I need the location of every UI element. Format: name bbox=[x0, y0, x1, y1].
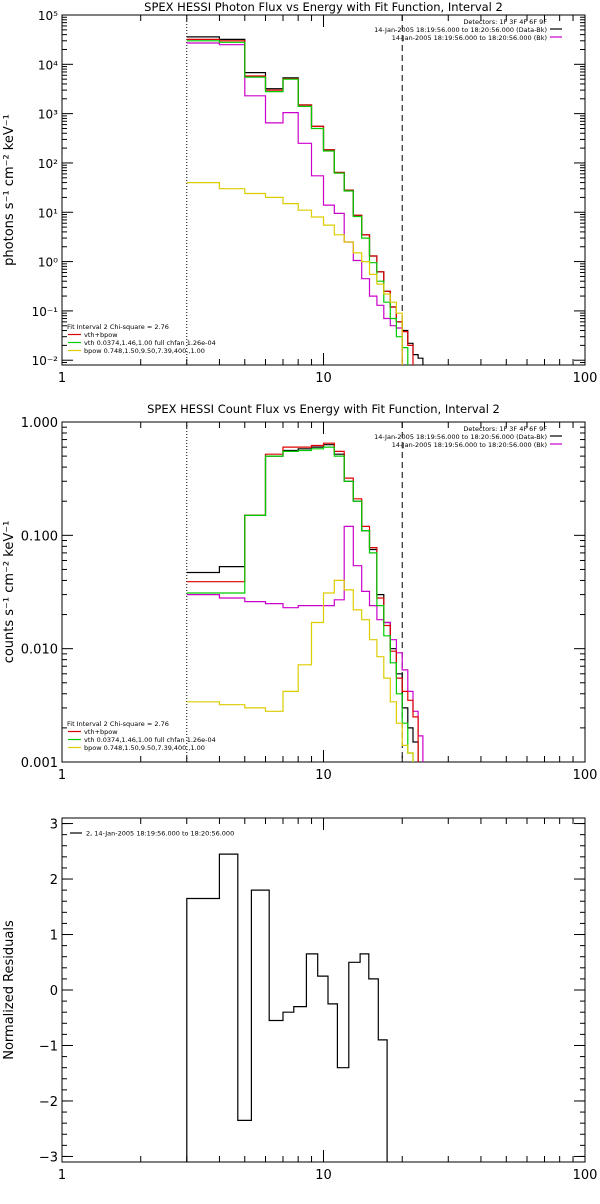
series-bpow bbox=[186, 182, 403, 365]
y-tick-label: 3 bbox=[50, 818, 58, 833]
fit-line: bpow 0.748,1.50,9.50,7.39,400.,1.00 bbox=[84, 347, 205, 355]
y-tick-label: −1 bbox=[39, 1039, 58, 1054]
y-tick-label: 10⁰ bbox=[38, 256, 58, 270]
x-tick-label: 100 bbox=[573, 768, 598, 783]
y-tick-label: 10⁵ bbox=[38, 9, 58, 23]
y-axis-title: photons s⁻¹ cm⁻² keV⁻¹ bbox=[2, 114, 17, 266]
x-tick-label: 1 bbox=[58, 768, 66, 783]
y-tick-label: −2 bbox=[39, 1095, 58, 1110]
legend-label: 2, 14-Jan-2005 18:19:56.000 to 18:20:56.… bbox=[86, 830, 234, 838]
y-tick-label: 0.010 bbox=[21, 643, 58, 658]
header-line: Detectors: 1F 3F 4F 6F 9F bbox=[463, 425, 547, 433]
series-layer bbox=[186, 442, 424, 762]
series-vth bbox=[186, 40, 409, 365]
x-axis: 1 10 100 bbox=[58, 422, 598, 783]
x-axis: 1 10 100 bbox=[58, 15, 598, 386]
fit-line: vth+bpow bbox=[84, 728, 118, 736]
plot-frame bbox=[61, 421, 586, 763]
y-tick-label: 0 bbox=[50, 984, 58, 999]
fit-info: Fit Interval 2 Chi-square = 2.76vth+bpow… bbox=[67, 323, 216, 355]
header-line: Detectors: 1F 3F 4F 6F 9F bbox=[463, 18, 547, 26]
series-bpow bbox=[186, 579, 414, 762]
header-line: 14-Jan-2005 18:19:56.000 to 18:20:56.000… bbox=[392, 441, 547, 449]
y-tick-label: 10⁴ bbox=[38, 58, 58, 72]
x-tick-label: 1 bbox=[58, 371, 66, 386]
fit-line: Fit Interval 2 Chi-square = 2.76 bbox=[67, 720, 169, 728]
series-vth-bpow bbox=[186, 442, 419, 762]
y-axis: 0.001 0.010 0.100 1.000 bbox=[21, 416, 585, 771]
series-data-bk bbox=[186, 36, 424, 365]
y-axis: 10⁻² 10⁻¹ 10⁰ 10¹ 10² 10³ 10⁴ 10⁵ bbox=[32, 9, 585, 368]
x-tick-label: 1 bbox=[58, 1168, 66, 1183]
x-tick-label: 100 bbox=[573, 371, 598, 386]
fit-line: vth 0.0374,1.46,1.00 full chfan 1.26e-04 bbox=[84, 339, 216, 347]
y-tick-label: −3 bbox=[39, 1150, 58, 1165]
chart-title: SPEX HESSI Photon Flux vs Energy with Fi… bbox=[144, 0, 503, 14]
panel-1: SPEX HESSI Photon Flux vs Energy with Fi… bbox=[2, 0, 597, 386]
y-axis-title: Normalized Residuals bbox=[2, 920, 17, 1060]
panel-3: 1 10 100 −3 −2 −1 0 1 2 3 Normalized Residuals 2, 1… bbox=[2, 817, 598, 1183]
y-tick-label: 1 bbox=[50, 929, 58, 944]
x-tick-label: 10 bbox=[315, 768, 332, 783]
y-tick-label: 0.001 bbox=[21, 756, 58, 771]
y-tick-label: 0.100 bbox=[21, 529, 58, 544]
residual-legend: 2, 14-Jan-2005 18:19:56.000 to 18:20:56.… bbox=[70, 830, 234, 838]
series-vth-bpow bbox=[186, 38, 414, 365]
x-tick-label: 10 bbox=[315, 1168, 332, 1183]
y-tick-label: 10⁻¹ bbox=[32, 305, 59, 319]
y-axis: −3 −2 −1 0 1 2 3 bbox=[39, 818, 585, 1165]
y-tick-label: 1.000 bbox=[21, 416, 58, 431]
header-line: 14-Jan-2005 18:19:56.000 to 18:20:56.000… bbox=[374, 433, 547, 441]
series-bk bbox=[186, 42, 403, 365]
y-tick-label: 10² bbox=[38, 157, 58, 171]
y-tick-label: 2 bbox=[50, 873, 58, 888]
header-line: 14-Jan-2005 18:19:56.000 to 18:20:56.000… bbox=[374, 26, 547, 34]
fit-line: vth+bpow bbox=[84, 331, 118, 339]
x-tick-label: 100 bbox=[573, 1168, 598, 1183]
series-layer bbox=[186, 853, 388, 1162]
series-residuals bbox=[186, 853, 388, 1162]
y-tick-label: 10¹ bbox=[38, 206, 58, 220]
plot-frame bbox=[61, 817, 586, 1163]
y-axis-title: counts s⁻¹ cm⁻² keV⁻¹ bbox=[2, 521, 17, 664]
x-axis: 1 10 100 bbox=[58, 818, 598, 1183]
series-vth bbox=[186, 446, 414, 762]
y-tick-label: 10³ bbox=[38, 108, 58, 122]
series-layer bbox=[186, 36, 424, 365]
panel-2: SPEX HESSI Count Flux vs Energy with Fit… bbox=[2, 402, 597, 783]
x-tick-label: 10 bbox=[315, 371, 332, 386]
fit-line: Fit Interval 2 Chi-square = 2.76 bbox=[67, 323, 169, 331]
header-line: 14-Jan-2005 18:19:56.000 to 18:20:56.000… bbox=[392, 34, 547, 42]
fit-line: bpow 0.748,1.50,9.50,7.39,400.,1.00 bbox=[84, 744, 205, 752]
y-tick-label: 10⁻² bbox=[32, 354, 59, 368]
series-bk bbox=[186, 525, 424, 762]
fit-info: Fit Interval 2 Chi-square = 2.76vth+bpow… bbox=[67, 720, 216, 752]
chart-title: SPEX HESSI Count Flux vs Energy with Fit… bbox=[147, 402, 500, 416]
fit-line: vth 0.0374,1.46,1.00 full chfan 1.26e-04 bbox=[84, 736, 216, 744]
